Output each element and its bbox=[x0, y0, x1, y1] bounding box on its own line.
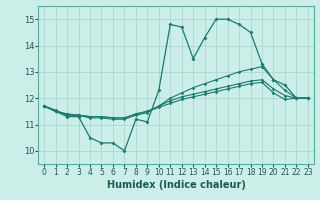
X-axis label: Humidex (Indice chaleur): Humidex (Indice chaleur) bbox=[107, 180, 245, 190]
